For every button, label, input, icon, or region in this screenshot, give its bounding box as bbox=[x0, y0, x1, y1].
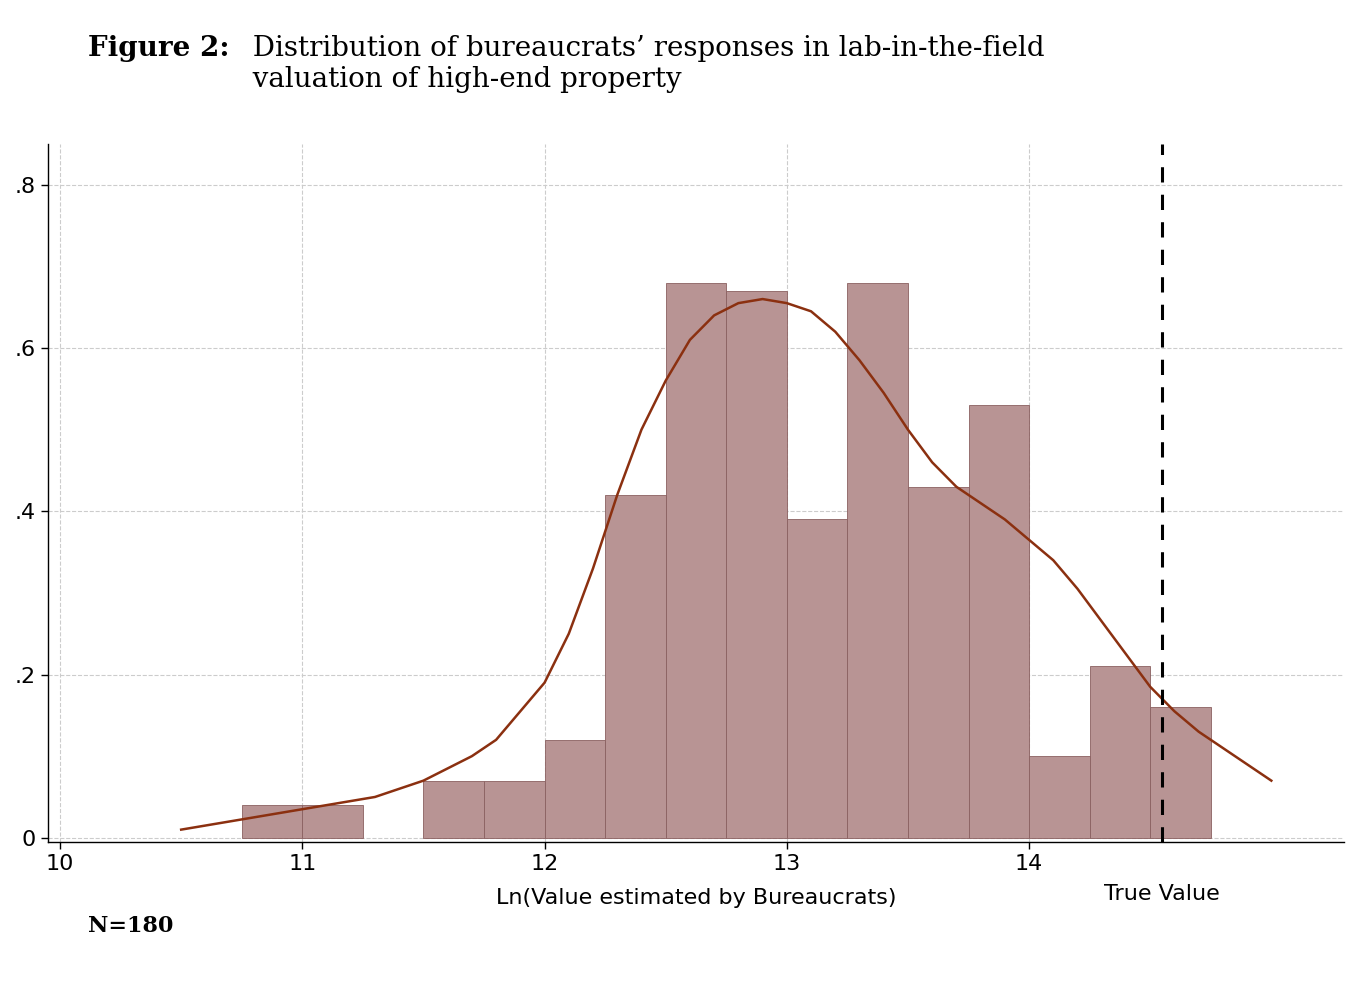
Bar bbox=[848, 283, 908, 838]
Bar bbox=[242, 806, 302, 838]
Text: Figure 2:: Figure 2: bbox=[88, 35, 230, 62]
Bar bbox=[605, 495, 666, 838]
Bar bbox=[908, 487, 969, 838]
Bar bbox=[424, 781, 484, 838]
Bar bbox=[1150, 707, 1211, 838]
Text: N=180: N=180 bbox=[88, 916, 174, 937]
Bar bbox=[545, 740, 605, 838]
Text: Distribution of bureaucrats’ responses in lab-in-the-field
  valuation of high-e: Distribution of bureaucrats’ responses i… bbox=[235, 35, 1045, 93]
Bar bbox=[484, 781, 545, 838]
Text: True Value: True Value bbox=[1105, 884, 1220, 904]
Bar bbox=[726, 291, 787, 838]
Bar bbox=[1029, 756, 1090, 838]
X-axis label: Ln(Value estimated by Bureaucrats): Ln(Value estimated by Bureaucrats) bbox=[496, 888, 896, 908]
Bar bbox=[666, 283, 726, 838]
Bar bbox=[969, 405, 1029, 838]
Bar bbox=[787, 520, 848, 838]
Bar bbox=[302, 806, 363, 838]
Bar bbox=[1090, 667, 1150, 838]
